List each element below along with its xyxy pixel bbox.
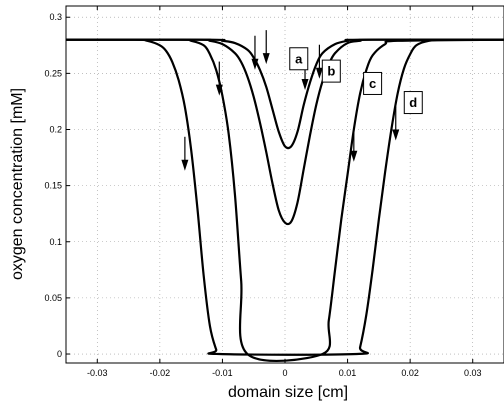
arrow-marker (392, 106, 400, 141)
arrow-head (251, 58, 259, 70)
annotation-group: a b c d (289, 47, 423, 115)
y-tick-label: 0.2 (49, 124, 62, 134)
arrow-marker (315, 44, 323, 79)
arrow-marker (215, 61, 223, 96)
arrow-head (301, 78, 309, 90)
annotation-d: d (403, 91, 423, 115)
arrow-group (181, 30, 400, 171)
y-tick-label: 0.15 (44, 181, 62, 191)
curve-a (66, 38, 504, 150)
curve-b (66, 38, 504, 226)
y-tick-label: 0.25 (44, 68, 62, 78)
annotation-c: c (363, 71, 383, 95)
x-tick-label: 0.03 (464, 368, 482, 378)
arrow-head (392, 129, 400, 141)
arrow-head (181, 159, 189, 171)
curve-d (66, 38, 504, 356)
y-tick-label: 0 (57, 349, 62, 359)
arrow-head (350, 150, 358, 162)
arrow-head (215, 84, 223, 96)
annotation-label: b (327, 64, 335, 79)
y-tick-label: 0.3 (49, 12, 62, 22)
x-tick-label: 0.02 (401, 368, 419, 378)
arrow-marker (262, 30, 270, 65)
annotation-a: a (289, 47, 309, 71)
arrow-marker (251, 35, 259, 70)
y-axis-label: oxygen concentration [mM] (9, 88, 26, 280)
arrow-head (315, 67, 323, 79)
curve-c (66, 38, 504, 362)
arrow-marker (350, 127, 358, 162)
y-tick-label: 0.1 (49, 237, 62, 247)
annotation-box (289, 47, 309, 71)
series-group (66, 38, 504, 362)
annotation-box (363, 71, 383, 95)
arrow-marker (181, 136, 189, 171)
grid-lines (66, 6, 504, 363)
annotation-label: c (369, 76, 376, 91)
axis-ticks: -0.03 -0.02 -0.01 0 0.01 0.02 0.03 0 0.05 0.1 0.15… (44, 6, 481, 378)
x-tick-label: -0.02 (150, 368, 171, 378)
annotation-box (321, 59, 341, 83)
annotation-b: b (321, 59, 341, 83)
annotation-label: a (295, 51, 303, 66)
annotation-label: d (409, 95, 417, 110)
plot-frame (65, 5, 504, 364)
x-tick-label: -0.03 (87, 368, 108, 378)
x-tick-label: 0.01 (339, 368, 357, 378)
x-axis-label: domain size [cm] (228, 384, 348, 401)
arrow-head (262, 53, 270, 65)
y-tick-label: 0.05 (44, 293, 62, 303)
x-tick-label: -0.01 (212, 368, 233, 378)
x-tick-label: 0 (282, 368, 287, 378)
annotation-box (403, 91, 423, 115)
